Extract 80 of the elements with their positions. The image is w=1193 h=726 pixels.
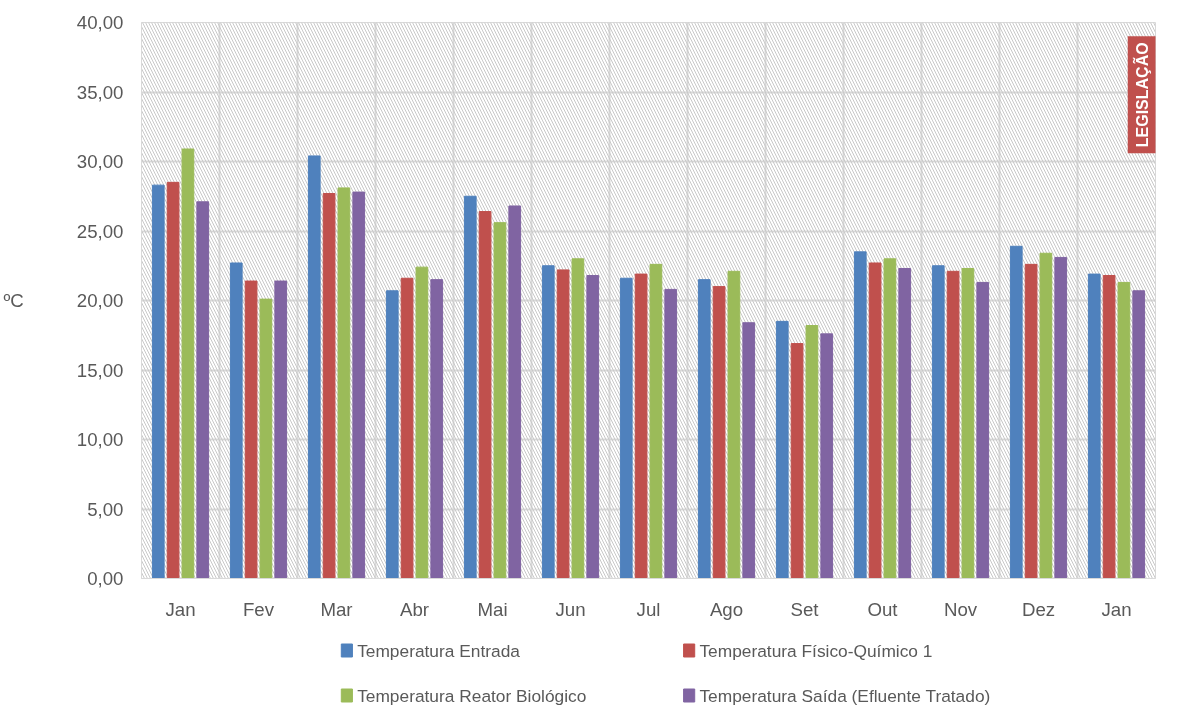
x-tick-label: Set <box>790 598 820 620</box>
bar <box>1054 256 1068 579</box>
bar <box>274 280 288 579</box>
bar <box>1132 290 1146 579</box>
y-axis-title: ºC <box>3 290 24 311</box>
bar <box>196 201 210 579</box>
x-tick-label: Mar <box>320 598 353 620</box>
bar <box>931 265 945 579</box>
bar <box>790 343 804 579</box>
x-tick-label: Out <box>867 598 899 620</box>
bar <box>898 268 912 579</box>
y-tick-label: 35,00 <box>76 81 124 103</box>
bar <box>307 155 321 579</box>
bar <box>541 265 555 579</box>
bar <box>664 288 678 579</box>
bar <box>151 184 165 579</box>
y-tick-label: 15,00 <box>76 359 124 381</box>
bar <box>1024 263 1038 579</box>
band-label: LEGISLAÇÃO <box>1131 42 1151 148</box>
bar <box>649 263 663 579</box>
bar <box>337 187 351 579</box>
x-tick-label: Mai <box>477 598 508 620</box>
bar <box>712 286 726 579</box>
bar <box>1117 281 1131 579</box>
y-tick-label: 5,00 <box>87 498 124 520</box>
bar <box>946 270 960 579</box>
bar <box>976 281 990 579</box>
bar <box>883 258 897 579</box>
bar <box>352 191 366 579</box>
bar <box>430 279 444 579</box>
bar <box>805 325 819 579</box>
y-tick-label: 10,00 <box>76 429 124 450</box>
bar <box>322 192 336 579</box>
bar <box>415 266 429 579</box>
x-tick-label: Ago <box>709 598 744 620</box>
bar <box>727 270 741 579</box>
x-tick-label: Jan <box>1101 598 1132 620</box>
legend-label: Temperatura Reator Biológico <box>357 685 587 706</box>
bar <box>1087 273 1101 579</box>
bar <box>1102 274 1116 579</box>
bar <box>229 262 243 579</box>
bar <box>1009 245 1023 579</box>
y-tick-label: 25,00 <box>76 220 124 242</box>
x-tick-label: Fev <box>242 598 275 620</box>
bar <box>556 269 570 579</box>
bar <box>853 251 867 579</box>
y-tick-label: 40,00 <box>76 12 124 33</box>
x-tick-label: Abr <box>399 598 430 620</box>
bar <box>385 290 399 579</box>
y-tick-label: 20,00 <box>76 290 124 311</box>
bar <box>868 262 882 579</box>
legend-label: Temperatura Entrada <box>357 640 521 661</box>
bar <box>619 277 633 579</box>
legend-label: Temperatura Saída (Efluente Tratado) <box>699 685 991 706</box>
bar <box>508 205 522 579</box>
bar <box>697 279 711 579</box>
bar <box>820 333 834 579</box>
y-tick-label: 0,00 <box>87 568 124 589</box>
x-tick-label: Jun <box>555 598 586 620</box>
bar <box>493 222 507 579</box>
bar <box>1039 252 1053 579</box>
bar <box>775 320 789 579</box>
bar <box>961 268 975 579</box>
x-tick-label: Nov <box>943 598 978 620</box>
bar <box>742 322 756 579</box>
bar <box>400 277 414 579</box>
x-tick-label: Jul <box>636 598 661 620</box>
bar <box>478 211 492 579</box>
bar <box>259 298 273 579</box>
bar <box>181 148 195 579</box>
x-tick-label: Jan <box>165 598 196 620</box>
y-tick-label: 30,00 <box>76 151 124 172</box>
bar <box>166 181 180 579</box>
bar <box>244 280 258 579</box>
bar <box>463 195 477 579</box>
bar <box>634 273 648 579</box>
x-tick-label: Dez <box>1021 598 1056 620</box>
bar <box>571 258 585 579</box>
legend-label: Temperatura Físico-Químico 1 <box>699 640 933 661</box>
bar <box>586 274 600 579</box>
